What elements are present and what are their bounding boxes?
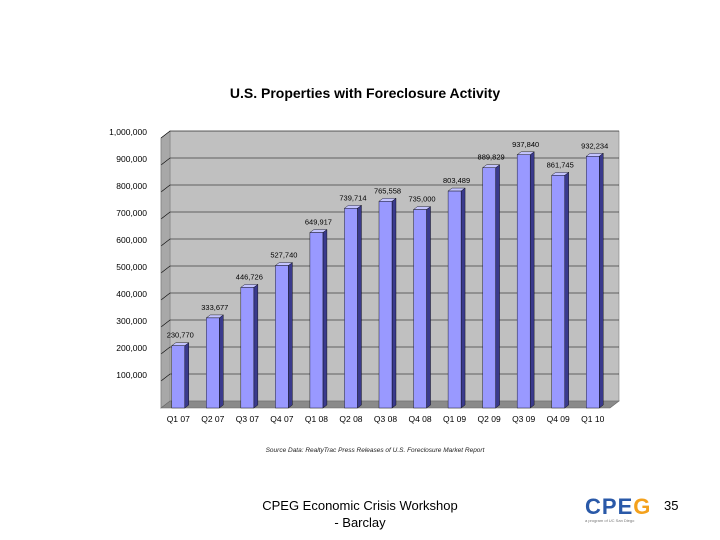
bar <box>171 345 185 409</box>
logo-tagline: a program of UC San Diego <box>585 518 635 523</box>
data-label: 739,714 <box>339 193 366 202</box>
bar-side <box>426 206 431 409</box>
data-label: 932,234 <box>581 141 608 150</box>
x-tick-label: Q1 10 <box>581 414 604 424</box>
gridline <box>160 238 619 247</box>
bar-side <box>288 262 293 409</box>
chart-title: U.S. Properties with Foreclosure Activit… <box>230 85 500 101</box>
y-tick-label: 200,000 <box>116 343 147 353</box>
x-tick-label: Q4 07 <box>270 414 293 424</box>
data-label: 446,726 <box>236 272 263 281</box>
bar <box>309 232 324 409</box>
y-tick-label: 500,000 <box>116 262 147 272</box>
x-tick-label: Q3 09 <box>512 414 535 424</box>
y-tick-label: 700,000 <box>116 208 147 218</box>
data-label: 649,917 <box>305 218 332 227</box>
data-label: 735,000 <box>408 195 435 204</box>
data-label: 333,677 <box>201 303 228 312</box>
x-tick-label: Q2 07 <box>201 414 224 424</box>
x-tick-label: Q3 07 <box>236 414 259 424</box>
x-tick-label: Q3 08 <box>374 414 397 424</box>
footer-line-2: - Barclay <box>334 515 386 530</box>
x-tick-label: Q1 08 <box>305 414 328 424</box>
footer-caption: CPEG Economic Crisis Workshop - Barclay <box>240 497 480 531</box>
source-note: Source Data: RealtyTrac Press Releases o… <box>266 447 486 454</box>
bar-side <box>184 342 189 409</box>
bar <box>378 201 393 409</box>
bar-side <box>219 314 224 409</box>
x-tick-label: Q4 09 <box>547 414 570 424</box>
bar <box>413 209 427 409</box>
data-label: 803,489 <box>443 176 470 185</box>
data-label: 937,840 <box>512 140 539 149</box>
gridline <box>160 130 619 139</box>
bar-side <box>391 197 397 409</box>
y-tick-label: 100,000 <box>116 370 147 380</box>
x-tick-label: Q2 08 <box>339 414 362 424</box>
bar-side <box>322 229 328 409</box>
y-tick-label: 600,000 <box>116 235 147 245</box>
bar <box>482 167 496 409</box>
footer-line-1: CPEG Economic Crisis Workshop <box>262 498 458 513</box>
bar-side <box>564 171 569 409</box>
bar-side <box>253 283 259 409</box>
bar <box>206 317 220 409</box>
gridline <box>160 184 619 193</box>
logo-letter-e: E <box>617 494 634 519</box>
cpeg-logo: CPEG a program of UC San Diego <box>585 496 665 524</box>
logo-letter-c: C <box>585 494 602 519</box>
page-number: 35 <box>664 498 679 513</box>
x-tick-label: Q2 09 <box>478 414 501 424</box>
logo-letter-g: G <box>633 494 652 519</box>
y-tick-label: 1,000,000 <box>109 127 147 137</box>
bar <box>275 265 289 409</box>
data-label: 230,770 <box>167 331 194 340</box>
bar-side <box>529 151 535 409</box>
y-tick-label: 300,000 <box>116 316 147 326</box>
bar <box>447 190 462 409</box>
bar-side <box>495 164 500 409</box>
bar-side <box>599 152 604 409</box>
gridline <box>160 292 619 301</box>
gridline <box>160 346 619 355</box>
bar <box>551 175 565 409</box>
data-label: 889,829 <box>478 153 505 162</box>
data-label: 861,745 <box>547 160 574 169</box>
bar <box>586 156 600 409</box>
bar <box>240 287 255 409</box>
y-tick-label: 400,000 <box>116 289 147 299</box>
gridline <box>160 265 619 274</box>
bar <box>344 208 358 409</box>
bar-side <box>357 204 362 409</box>
x-tick-label: Q1 07 <box>167 414 190 424</box>
gridline <box>160 157 619 166</box>
x-tick-label: Q4 08 <box>408 414 431 424</box>
gridline <box>160 211 619 220</box>
y-tick-label: 900,000 <box>116 154 147 164</box>
logo-letter-p: P <box>601 494 618 519</box>
y-tick-label: 800,000 <box>116 181 147 191</box>
bar <box>516 154 531 409</box>
data-label: 765,558 <box>374 186 401 195</box>
gridline <box>160 319 619 328</box>
data-label: 527,740 <box>270 251 297 260</box>
x-tick-label: Q1 09 <box>443 414 466 424</box>
gridline <box>160 373 619 382</box>
bar-side <box>460 187 466 409</box>
